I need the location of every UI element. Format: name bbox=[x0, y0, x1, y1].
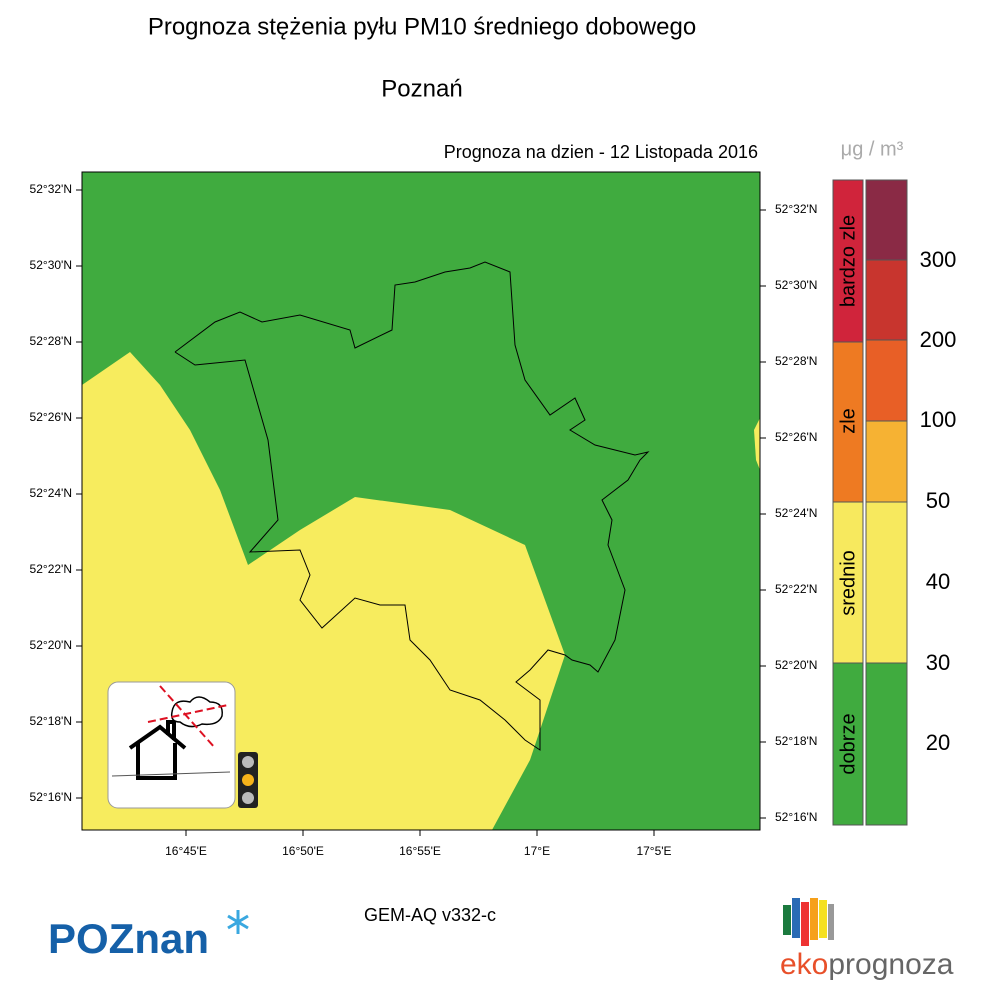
lat-label: 52°26'N bbox=[775, 430, 817, 444]
lon-label: 16°45'E bbox=[165, 844, 207, 858]
logo-eko: eko bbox=[780, 948, 828, 981]
level-label: 50 bbox=[926, 488, 950, 513]
category-band bbox=[832, 662, 864, 826]
lon-label: 16°50'E bbox=[282, 844, 324, 858]
lat-label: 52°16'N bbox=[775, 810, 817, 824]
forecast-date: Prognoza na dzien - 12 Listopada 2016 bbox=[444, 142, 758, 162]
level-label: 20 bbox=[926, 730, 950, 755]
level-band bbox=[865, 259, 908, 341]
level-label: 100 bbox=[920, 407, 957, 432]
logo-prognoza: prognoza bbox=[828, 948, 953, 981]
logo-eko-bars bbox=[783, 898, 834, 946]
pollution-icon bbox=[107, 681, 258, 809]
level-band bbox=[865, 179, 908, 261]
level-labels: 300 200 100 50 40 30 20 bbox=[920, 247, 957, 755]
lat-label: 52°24'N bbox=[30, 486, 72, 500]
lat-label: 52°32'N bbox=[775, 202, 817, 216]
cross bbox=[147, 685, 229, 749]
level-band bbox=[865, 662, 908, 826]
lat-label: 52°18'N bbox=[775, 734, 817, 748]
house bbox=[128, 720, 187, 780]
lat-label: 52°16'N bbox=[30, 790, 72, 804]
category-label: zle bbox=[837, 408, 859, 434]
level-band bbox=[865, 339, 908, 422]
lon-label: 16°55'E bbox=[399, 844, 441, 858]
category-label: srednio bbox=[837, 550, 859, 616]
lat-label: 52°24'N bbox=[775, 506, 817, 520]
lat-label: 52°28'N bbox=[30, 334, 72, 348]
map-ticks: 52°32'N 52°30'N 52°28'N 52°26'N 52°24'N 52°22… bbox=[30, 182, 818, 858]
title: Prognoza stężenia pyłu PM10 średniego do… bbox=[148, 13, 696, 40]
lat-label: 52°22'N bbox=[775, 582, 817, 596]
lat-label: 52°20'N bbox=[30, 638, 72, 652]
light bbox=[242, 756, 254, 768]
ground bbox=[111, 771, 231, 777]
lat-label: 52°26'N bbox=[30, 410, 72, 424]
subtitle: Poznań bbox=[381, 75, 462, 102]
model-name: GEM-AQ v332-c bbox=[364, 905, 496, 925]
light bbox=[242, 774, 254, 786]
lat-label: 52°32'N bbox=[30, 182, 72, 196]
lat-label: 52°18'N bbox=[30, 714, 72, 728]
logo-ekoprognoza: ekoprognoza bbox=[780, 948, 954, 981]
level-label: 30 bbox=[926, 650, 950, 675]
category-band bbox=[832, 179, 864, 343]
category-label: dobrze bbox=[837, 713, 859, 774]
lat-label: 52°30'N bbox=[30, 258, 72, 272]
icon-box bbox=[107, 681, 236, 809]
category-label: bardzo zle bbox=[837, 215, 859, 307]
logo-star bbox=[227, 910, 249, 934]
lon-label: 17°5'E bbox=[636, 844, 671, 858]
logo-poznan: POZnan bbox=[48, 915, 209, 962]
level-label: 40 bbox=[926, 569, 950, 594]
lat-label: 52°28'N bbox=[775, 354, 817, 368]
lon-label: 17°E bbox=[524, 844, 550, 858]
lat-label: 52°30'N bbox=[775, 278, 817, 292]
map-frame bbox=[81, 171, 761, 831]
unit: μg / m³ bbox=[841, 138, 904, 160]
level-band bbox=[865, 420, 908, 503]
light bbox=[242, 792, 254, 804]
level-label: 200 bbox=[920, 327, 957, 352]
level-label: 300 bbox=[920, 247, 957, 272]
moderate-zone bbox=[754, 418, 760, 470]
lat-label: 52°22'N bbox=[30, 562, 72, 576]
lat-label: 52°20'N bbox=[775, 658, 817, 672]
legend: μg / m³ bardzo zle zle srednio dobrze 30… bbox=[832, 138, 957, 826]
level-band bbox=[865, 501, 908, 664]
city-boundary bbox=[174, 261, 650, 751]
